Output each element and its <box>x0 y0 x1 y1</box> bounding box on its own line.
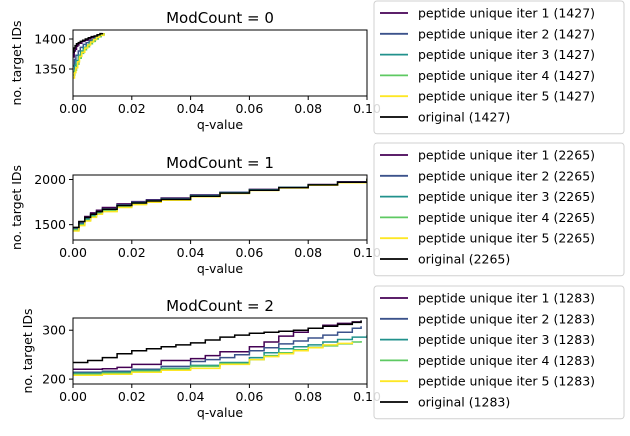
y-tick-label: 1500 <box>34 217 66 232</box>
x-tick-label: 0.06 <box>235 389 263 404</box>
x-tick-label: 0.06 <box>235 101 263 116</box>
chart-title: ModCount = 0 <box>166 9 274 27</box>
x-axis-label: q-value <box>197 405 244 420</box>
x-tick-label: 0.08 <box>294 245 322 260</box>
legend-entry: peptide unique iter 4 (1427) <box>418 68 595 83</box>
x-tick-label: 0.02 <box>118 245 146 260</box>
series-line-6 <box>73 320 362 364</box>
legend-entry: peptide unique iter 3 (1283) <box>418 332 595 347</box>
y-tick-label: 1400 <box>34 32 66 47</box>
x-tick-label: 0.02 <box>118 101 146 116</box>
legend-entry: peptide unique iter 5 (1283) <box>418 374 595 389</box>
legend-entry: peptide unique iter 5 (1427) <box>418 89 595 104</box>
y-tick-label: 300 <box>42 323 66 338</box>
x-tick-label: 0.04 <box>177 245 205 260</box>
legend-entry: peptide unique iter 2 (1283) <box>418 311 595 326</box>
legend-entry: peptide unique iter 1 (1283) <box>418 291 595 306</box>
series-group <box>73 178 367 232</box>
series-line-6 <box>73 178 367 229</box>
chart-panel-1: 0.00 0.02 0.04 0.06 0.08 0.1015002000ModCount… <box>9 142 625 277</box>
legend-entry: peptide unique iter 4 (1283) <box>418 353 595 368</box>
chart-panel-0: 0.00 0.02 0.04 0.06 0.08 0.1013501400ModCount… <box>9 0 625 135</box>
legend-entry: peptide unique iter 3 (2265) <box>418 189 595 204</box>
chart-title: ModCount = 1 <box>166 154 274 172</box>
legend-box <box>373 0 625 135</box>
y-tick-label: 200 <box>42 372 66 387</box>
legend: peptide unique iter 1 (2265) peptide uniq… <box>373 142 625 277</box>
x-tick-label: 0.08 <box>294 389 322 404</box>
x-tick-label: 0.00 <box>59 389 87 404</box>
x-axis-label: q-value <box>197 117 244 132</box>
legend-entry: peptide unique iter 2 (2265) <box>418 168 595 183</box>
legend: peptide unique iter 1 (1283) peptide uniq… <box>373 285 625 420</box>
x-tick-label: 0.00 <box>59 245 87 260</box>
legend-entry: peptide unique iter 3 (1427) <box>418 47 595 62</box>
axes-frame <box>72 29 368 97</box>
chart-title: ModCount = 2 <box>166 297 274 315</box>
series-group <box>73 320 367 376</box>
legend-box <box>373 142 625 277</box>
y-axis-label: no. target IDs <box>9 20 24 105</box>
legend-entry: peptide unique iter 1 (1427) <box>418 6 595 21</box>
legend-entry: original (2265) <box>418 252 510 267</box>
legend-entry: peptide unique iter 4 (2265) <box>418 210 595 225</box>
axes-frame <box>72 174 368 241</box>
legend-entry: peptide unique iter 2 (1427) <box>418 26 595 41</box>
y-axis-label: no. target IDs <box>20 308 35 393</box>
legend-entry: original (1427) <box>418 110 510 125</box>
x-tick-label: 0.04 <box>177 389 205 404</box>
series-line-1 <box>73 178 367 230</box>
series-line-6 <box>73 32 104 53</box>
series-line-1 <box>73 321 362 371</box>
legend-box <box>373 285 625 420</box>
legend-entry: peptide unique iter 5 (2265) <box>418 231 595 246</box>
x-tick-label: 0.06 <box>235 245 263 260</box>
series-group <box>73 32 105 79</box>
y-axis-label: no. target IDs <box>9 165 24 250</box>
x-axis-label: q-value <box>197 261 244 276</box>
x-tick-label: 0.08 <box>294 101 322 116</box>
x-tick-label: 0.04 <box>177 101 205 116</box>
x-tick-label: 0.00 <box>59 101 87 116</box>
series-line-5 <box>73 33 105 79</box>
series-line-5 <box>73 342 354 376</box>
axes-frame <box>72 317 368 385</box>
legend-entry: original (1283) <box>418 395 510 410</box>
x-tick-label: 0.02 <box>118 389 146 404</box>
legend-entry: peptide unique iter 1 (2265) <box>418 148 595 163</box>
series-line-3 <box>73 335 367 374</box>
y-tick-label: 1350 <box>34 62 66 77</box>
legend: peptide unique iter 1 (1427) peptide uniq… <box>373 0 625 135</box>
y-tick-label: 2000 <box>34 172 66 187</box>
